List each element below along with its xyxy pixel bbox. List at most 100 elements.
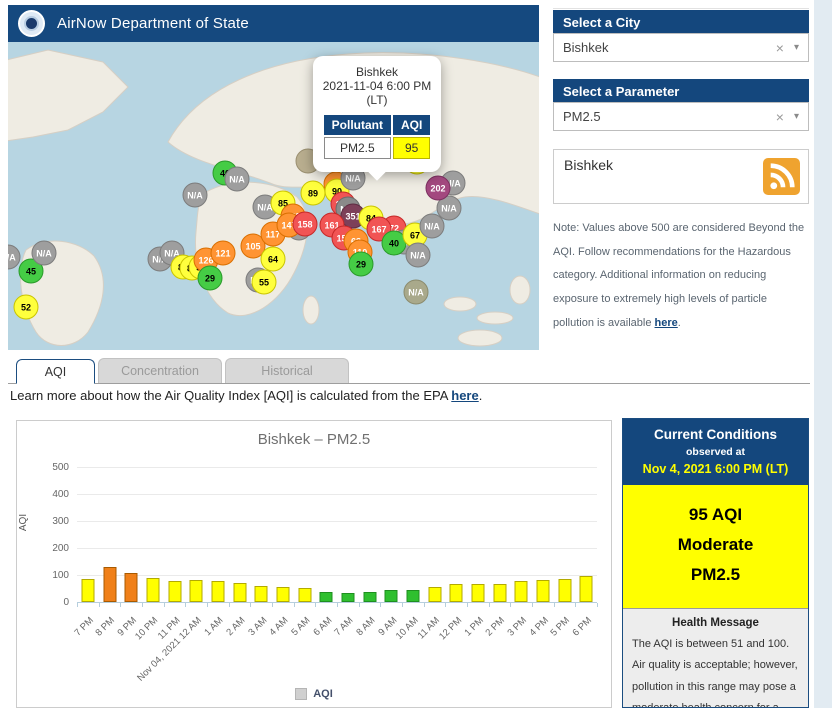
popup-city: Bishkek [318, 65, 436, 79]
aqi-pollutant: PM2.5 [627, 560, 804, 590]
gridline [77, 521, 597, 522]
map-marker[interactable]: 158 [293, 212, 318, 237]
x-axis-label: 3 AM [246, 615, 269, 638]
x-axis-label: 11 AM [416, 615, 442, 641]
x-axis-label: 10 AM [394, 615, 421, 642]
map-popup: Bishkek 2021-11-04 6:00 PM (LT) Pollutan… [313, 56, 441, 172]
tab-concentration[interactable]: Concentration [98, 358, 222, 383]
chart-bar[interactable] [320, 592, 333, 602]
chart-bar[interactable] [363, 592, 376, 602]
learn-more-period: . [479, 388, 483, 403]
x-axis-tick [597, 603, 598, 607]
map-marker[interactable]: 89 [301, 181, 326, 206]
chart-bar[interactable] [580, 576, 593, 602]
city-select-value: Bishkek [563, 40, 776, 55]
parameter-select-header: Select a Parameter [553, 79, 809, 102]
note-text: Note: Values above 500 are considered Be… [553, 217, 809, 335]
state-seal-icon [18, 10, 45, 37]
chart-bar[interactable] [255, 586, 268, 602]
chart-bar[interactable] [406, 590, 419, 602]
chart-bar[interactable] [81, 579, 94, 602]
map-marker[interactable]: 121 [211, 241, 236, 266]
x-axis-label: 8 PM [94, 615, 117, 638]
aqi-chart-panel: Bishkek – PM2.5 AQI 0100200300400500 7 P… [16, 420, 612, 708]
current-conditions-title: Current Conditions [627, 427, 804, 442]
x-axis-label: 7 PM [72, 615, 95, 638]
chart-bar[interactable] [341, 593, 354, 602]
x-axis-label: 5 PM [549, 615, 572, 638]
legend-swatch [295, 688, 307, 700]
chart-legend: AQI [17, 688, 611, 700]
observed-at-label: observed at [627, 446, 804, 458]
chart-bar[interactable] [515, 581, 528, 602]
chevron-down-icon[interactable]: ▾ [794, 111, 799, 122]
gridline [77, 548, 597, 549]
chart-bar[interactable] [536, 580, 549, 602]
map-marker[interactable]: 55 [252, 270, 277, 295]
x-axis-tick [207, 603, 208, 607]
x-axis-tick [250, 603, 251, 607]
chart-bar[interactable] [211, 581, 224, 602]
x-axis-tick [359, 603, 360, 607]
chart-bar[interactable] [493, 584, 506, 602]
y-axis-tick: 0 [41, 597, 69, 608]
tab-bar: AQI Concentration Historical [8, 358, 810, 384]
x-axis-tick [164, 603, 165, 607]
map-marker[interactable]: N/A [183, 183, 208, 208]
map[interactable]: N/A45N/A5240N/AN/AN/AN/A8687911261212910… [8, 42, 539, 350]
map-marker[interactable]: 29 [198, 266, 223, 291]
map-marker[interactable]: 29 [349, 252, 374, 277]
map-marker[interactable]: 64 [261, 247, 286, 272]
tab-historical[interactable]: Historical [225, 358, 349, 383]
chart-bar[interactable] [298, 588, 311, 602]
chart-bar[interactable] [125, 573, 138, 602]
chart-bar[interactable] [168, 581, 181, 602]
clear-icon[interactable]: × [776, 40, 784, 56]
x-axis-label: 8 AM [354, 615, 377, 638]
aqi-value: 95 AQI [627, 500, 804, 530]
legend-label: AQI [313, 688, 333, 700]
map-marker[interactable]: N/A [404, 280, 429, 305]
x-axis-tick [424, 603, 425, 607]
scrollbar[interactable] [814, 0, 832, 708]
map-marker[interactable]: N/A [225, 167, 250, 192]
chart-bar[interactable] [233, 583, 246, 602]
chart-bar[interactable] [558, 579, 571, 602]
tab-aqi[interactable]: AQI [16, 359, 95, 384]
clear-icon[interactable]: × [776, 109, 784, 125]
app-title: AirNow Department of State [57, 15, 249, 32]
chart-bar[interactable] [428, 587, 441, 602]
city-select-header: Select a City [553, 10, 809, 33]
x-axis-label: 6 PM [570, 615, 593, 638]
x-axis-label: 1 AM [203, 615, 226, 638]
chart-bar[interactable] [276, 587, 289, 602]
learn-more-here-link[interactable]: here [451, 388, 478, 403]
x-axis-label: 4 PM [527, 615, 550, 638]
map-marker[interactable]: 52 [14, 295, 39, 320]
city-select[interactable]: Bishkek × ▾ [553, 33, 809, 62]
chart-bar[interactable] [146, 578, 159, 602]
x-axis-label: 2 AM [224, 615, 247, 638]
x-axis-tick [272, 603, 273, 607]
map-marker[interactable]: N/A [32, 241, 57, 266]
chart-bar[interactable] [385, 590, 398, 602]
chart-title: Bishkek – PM2.5 [17, 431, 611, 448]
chart-bar[interactable] [471, 584, 484, 602]
chevron-down-icon[interactable]: ▾ [794, 42, 799, 53]
note-here-link[interactable]: here [655, 317, 678, 329]
x-axis-label: 10 PM [133, 615, 160, 642]
gridline [77, 494, 597, 495]
popup-col-aqi: AQI [393, 115, 430, 135]
gridline [77, 575, 597, 576]
chart-bar[interactable] [190, 580, 203, 602]
map-marker[interactable]: N/A [406, 243, 431, 268]
x-axis-tick [229, 603, 230, 607]
x-axis-tick [445, 603, 446, 607]
popup-table: Pollutant AQI PM2.5 95 [322, 113, 433, 161]
map-marker[interactable]: 202 [426, 176, 451, 201]
parameter-select[interactable]: PM2.5 × ▾ [553, 102, 809, 131]
chart-bar[interactable] [103, 567, 116, 602]
rss-icon[interactable] [763, 158, 800, 195]
popup-datetime: 2021-11-04 6:00 PM [318, 79, 436, 93]
chart-bar[interactable] [450, 584, 463, 602]
